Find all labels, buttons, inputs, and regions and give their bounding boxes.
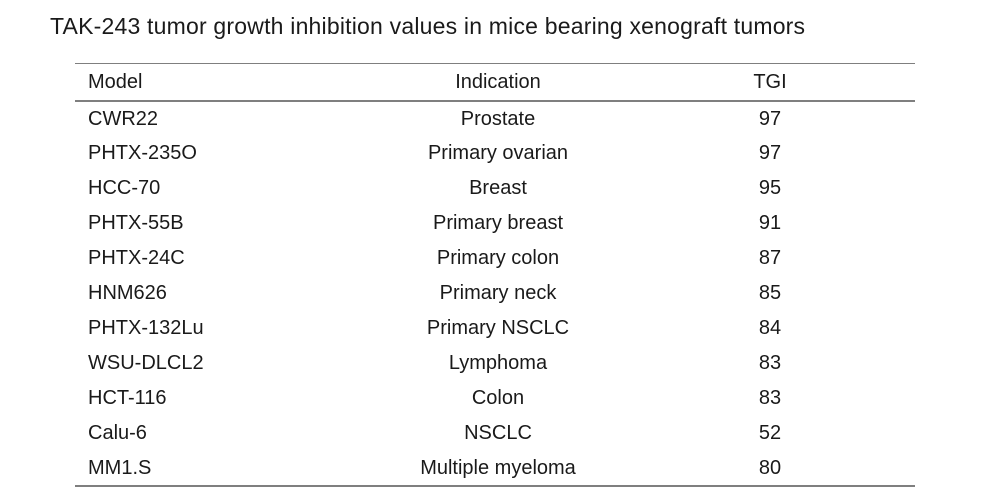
model-cell: PHTX-55B bbox=[88, 212, 184, 235]
tgi-cell: 52 bbox=[758, 422, 782, 445]
tgi-cell: 85 bbox=[758, 282, 782, 305]
indication-cell: Lymphoma bbox=[448, 352, 548, 375]
indication-cell: Primary colon bbox=[436, 247, 560, 270]
model-cell: HNM626 bbox=[88, 282, 167, 305]
table-row: Calu-6 NSCLC 52 bbox=[75, 416, 915, 451]
table-row: HCC-70 Breast 95 bbox=[75, 171, 915, 206]
tgi-cell: 84 bbox=[758, 317, 782, 340]
table-row: HNM626 Primary neck 85 bbox=[75, 276, 915, 311]
table-row: PHTX-235O Primary ovarian 97 bbox=[75, 136, 915, 171]
header-row: Model Indication TGI bbox=[75, 63, 915, 103]
column-header-model: Model bbox=[75, 63, 371, 103]
indication-cell: Multiple myeloma bbox=[420, 456, 576, 479]
table-row: PHTX-24C Primary colon 87 bbox=[75, 241, 915, 276]
indication-cell: Breast bbox=[469, 177, 527, 200]
column-header-tgi: TGI bbox=[625, 63, 915, 103]
tgi-cell: 97 bbox=[758, 142, 782, 165]
indication-cell: Primary NSCLC bbox=[426, 317, 570, 340]
table-body: CWR22 Prostate 97 PHTX-235O Primary ovarian 9… bbox=[75, 101, 915, 486]
model-cell: PHTX-24C bbox=[88, 247, 185, 270]
indication-cell: Primary breast bbox=[432, 212, 564, 235]
table-row: PHTX-132Lu Primary NSCLC 84 bbox=[75, 311, 915, 346]
model-cell: Calu-6 bbox=[88, 422, 147, 445]
table-row: CWR22 Prostate 97 bbox=[75, 101, 915, 136]
table-row: MM1.S Multiple myeloma 80 bbox=[75, 451, 915, 486]
model-cell: HCC-70 bbox=[88, 177, 161, 200]
page: TAK-243 tumor growth inhibition values i… bbox=[50, 13, 915, 488]
indication-cell: Primary neck bbox=[439, 282, 557, 305]
table-row: HCT-116 Colon 83 bbox=[75, 381, 915, 416]
indication-cell: NSCLC bbox=[464, 422, 532, 445]
tgi-table: Model Indication TGI CWR22 Prostate 97 PHTX… bbox=[75, 62, 915, 488]
model-cell: WSU-DLCL2 bbox=[88, 352, 204, 375]
model-cell: MM1.S bbox=[88, 456, 152, 479]
tgi-cell: 83 bbox=[758, 387, 782, 410]
table-row: PHTX-55B Primary breast 91 bbox=[75, 206, 915, 241]
tgi-cell: 91 bbox=[758, 212, 782, 235]
model-cell: CWR22 bbox=[88, 107, 159, 130]
indication-cell: Primary ovarian bbox=[427, 142, 569, 165]
model-cell: PHTX-132Lu bbox=[88, 317, 204, 340]
tgi-cell: 97 bbox=[758, 107, 782, 130]
tgi-cell: 95 bbox=[758, 177, 782, 200]
tgi-cell: 87 bbox=[758, 247, 782, 270]
tgi-cell: 80 bbox=[758, 456, 782, 479]
indication-cell: Prostate bbox=[460, 107, 536, 130]
model-cell: HCT-116 bbox=[88, 387, 167, 410]
column-header-indication: Indication bbox=[371, 63, 625, 103]
tgi-cell: 83 bbox=[758, 352, 782, 375]
indication-cell: Colon bbox=[471, 387, 525, 410]
model-cell: PHTX-235O bbox=[88, 142, 197, 165]
table-title: TAK-243 tumor growth inhibition values i… bbox=[50, 13, 806, 39]
table-header: Model Indication TGI bbox=[75, 63, 915, 103]
table-row: WSU-DLCL2 Lymphoma 83 bbox=[75, 346, 915, 381]
